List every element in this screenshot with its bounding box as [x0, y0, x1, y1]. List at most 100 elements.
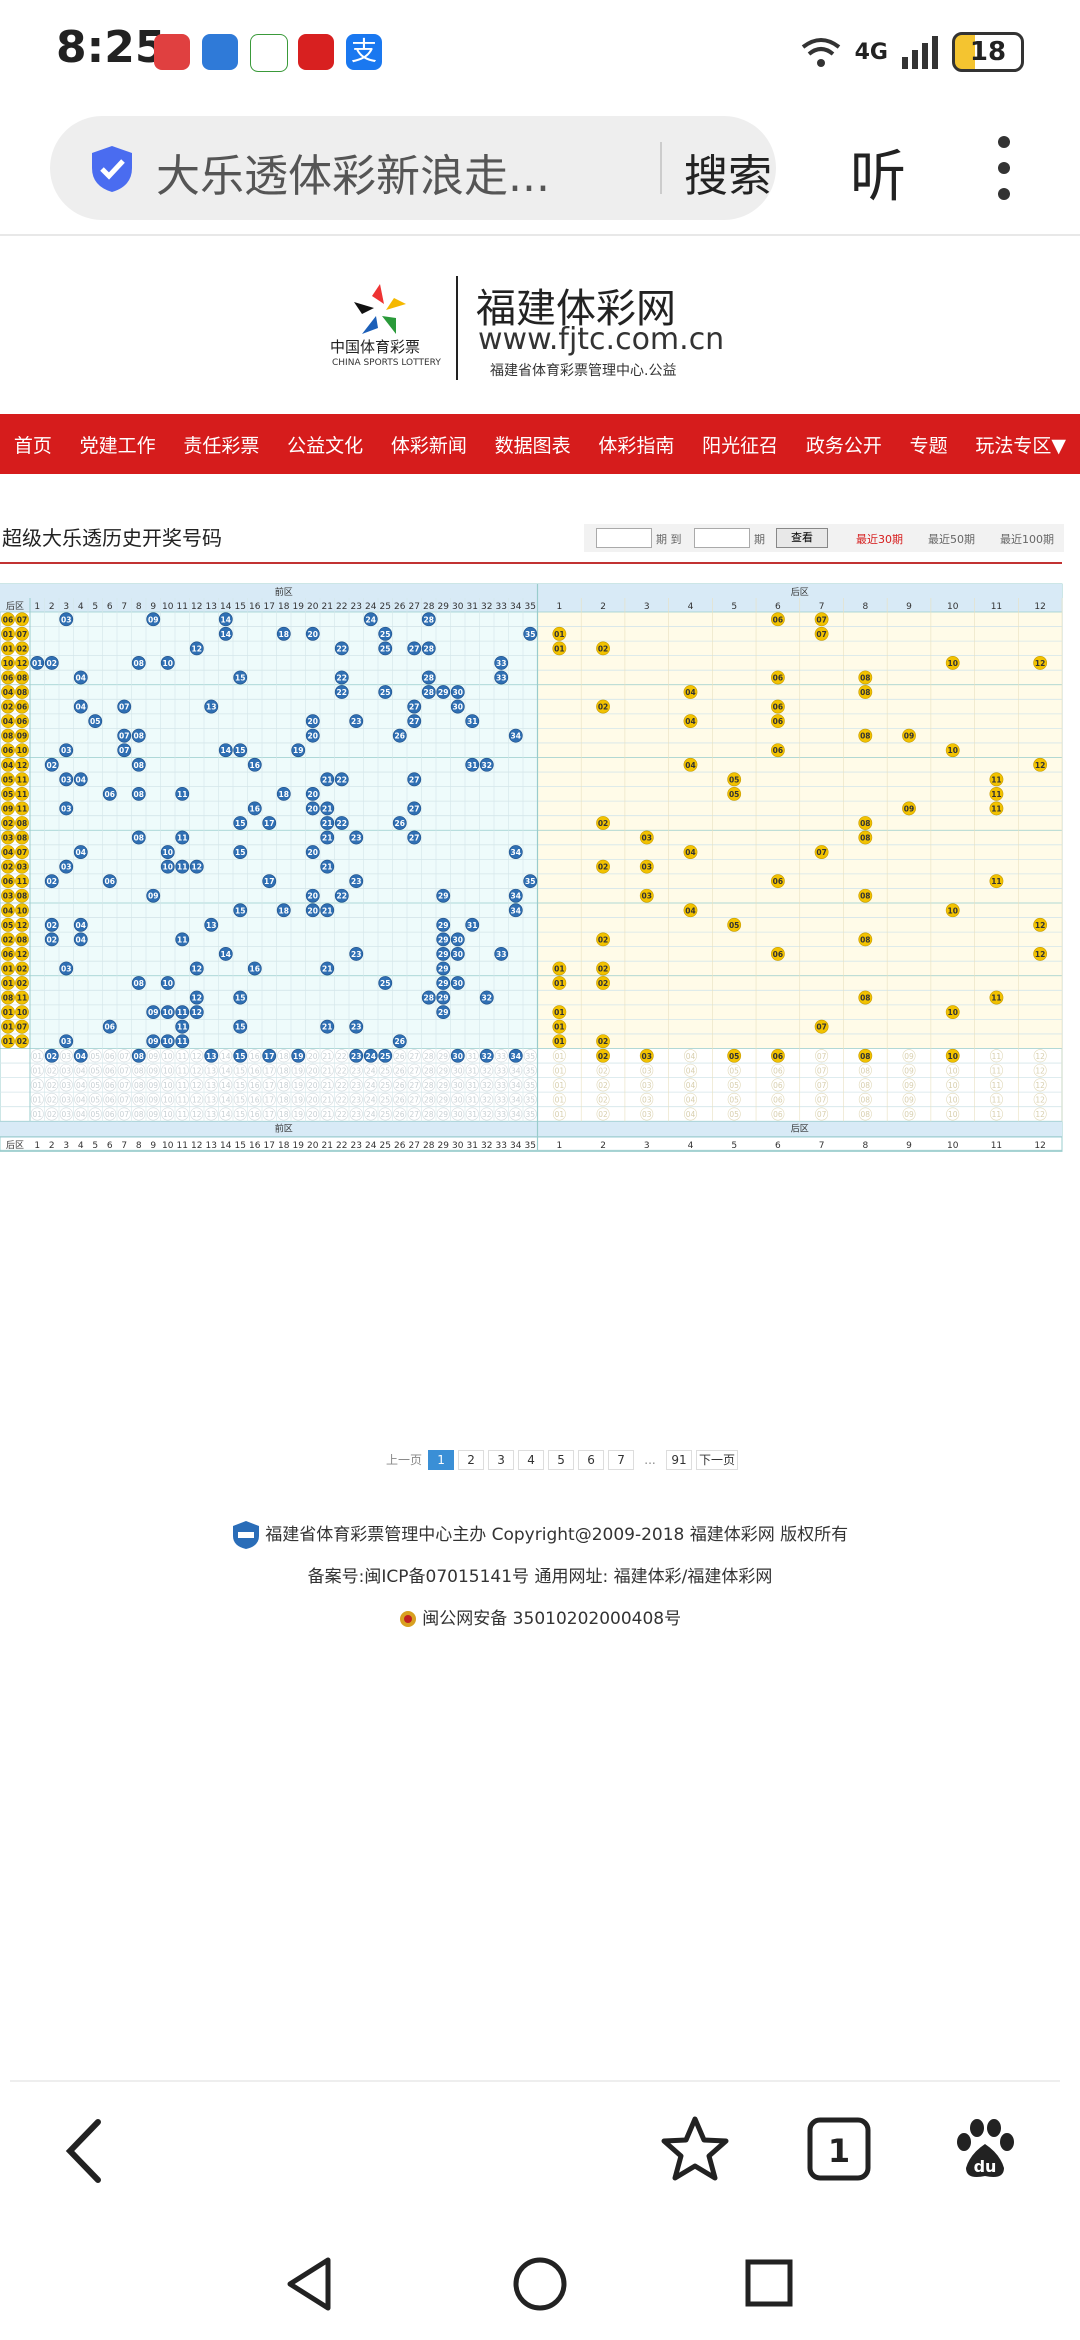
front-col-header: 17 [264, 1141, 275, 1151]
stat-front-num: 04 [76, 1081, 86, 1090]
row-back-ball-label: 11 [17, 877, 27, 886]
url-divider [660, 142, 662, 194]
front-ball-label: 26 [395, 1037, 405, 1046]
front-ball [436, 685, 451, 699]
front-ball-label: 14 [221, 630, 231, 639]
nav-item-9[interactable]: 专题 [909, 434, 948, 457]
back-ball-label: 08 [860, 819, 870, 828]
more-menu-icon[interactable] [992, 136, 1016, 200]
front-col-header: 1 [34, 602, 40, 612]
nav-item-3[interactable]: 公益文化 [287, 434, 364, 457]
front-col-header: 14 [220, 602, 232, 612]
nav-item-0[interactable]: 首页 [13, 434, 52, 457]
back-ball-label: 01 [554, 1023, 564, 1032]
front-ball [73, 845, 88, 859]
stat-front-cell [407, 1078, 421, 1092]
front-ball-label: 11 [177, 1008, 187, 1017]
stat-back-ball-label: 03 [642, 1052, 652, 1061]
front-ball-label: 09 [148, 1037, 158, 1046]
stat-front-cell [59, 1092, 73, 1106]
stat-front-ball-label: 04 [76, 1052, 86, 1061]
row-back-ball [15, 917, 29, 932]
star-icon[interactable] [660, 2114, 730, 2184]
front-ball-label: 20 [308, 848, 318, 857]
pager-page-4[interactable]: 4 [518, 1450, 545, 1470]
logo-cn: 中国体育彩票 [330, 338, 421, 356]
nav-item-2[interactable]: 责任彩票 [183, 434, 260, 457]
nav-back-icon[interactable] [284, 2256, 334, 2312]
pager-page-7[interactable]: 7 [608, 1450, 635, 1470]
search-button[interactable]: 搜索 [684, 151, 772, 202]
home-icon[interactable] [512, 2256, 568, 2312]
stat-back-cell [1033, 1107, 1047, 1121]
back-icon[interactable] [60, 2116, 110, 2186]
stat-front-cell [523, 1078, 537, 1092]
nav-item-10[interactable]: 玩法专区▼ [975, 434, 1066, 457]
stat-back-cell [552, 1063, 566, 1077]
status-bar: 8:25 支 4G 18 [0, 0, 1080, 104]
nav-item-1[interactable]: 党建工作 [79, 434, 156, 457]
front-ball [436, 932, 451, 947]
url-bar[interactable]: 大乐透体彩新浪走... 搜索 [50, 116, 776, 220]
stat-front-num: 03 [61, 1095, 71, 1104]
back-col-header: 3 [644, 602, 650, 612]
front-ball-label: 21 [322, 1023, 332, 1032]
back-ball-label: 08 [860, 892, 870, 901]
stat-front-cell [523, 1063, 537, 1077]
front-ball-label: 03 [61, 1037, 71, 1046]
stat-front-cell [74, 1063, 88, 1077]
front-ball [508, 728, 523, 743]
pager-page-6[interactable]: 6 [578, 1450, 605, 1470]
range-30-link[interactable]: 最近30期 [856, 533, 903, 546]
front-ball [131, 728, 146, 743]
front-ball [508, 845, 523, 859]
stat-front-num: 29 [438, 1110, 448, 1119]
pager-page-1[interactable]: 1 [428, 1450, 455, 1470]
recents-icon[interactable] [744, 2258, 794, 2308]
row-back-ball-label: 03 [3, 834, 13, 843]
front-ball-label: 23 [351, 717, 361, 726]
range-50-link[interactable]: 最近50期 [928, 533, 975, 546]
pager-next[interactable]: 下一页 [696, 1450, 739, 1470]
front-col-header: 17 [264, 602, 275, 612]
pager-prev[interactable]: 上一页 [386, 1453, 423, 1467]
nav-item-4[interactable]: 体彩新闻 [390, 434, 467, 457]
baidu-paw-icon[interactable]: du [950, 2114, 1020, 2184]
period-start-input[interactable] [596, 528, 652, 548]
pager-page-2[interactable]: 2 [458, 1450, 485, 1470]
stat-back-num: 10 [948, 1110, 958, 1119]
query-button[interactable]: 查看 [776, 528, 828, 548]
nav-item-6[interactable]: 体彩指南 [598, 434, 675, 457]
back-ball [770, 612, 785, 627]
front-col-header: 19 [293, 1141, 305, 1151]
listen-button[interactable]: 听 [850, 145, 906, 210]
tabs-icon[interactable]: 1 [806, 2116, 872, 2182]
front-ball [334, 641, 349, 656]
stat-front-cell [132, 1078, 146, 1092]
nav-item-7[interactable]: 阳光征召 [702, 434, 779, 457]
stat-back-cell [902, 1049, 916, 1063]
front-ball [334, 772, 349, 787]
front-ball [407, 772, 422, 787]
nav-item-8[interactable]: 政务公开 [805, 434, 882, 457]
url-text[interactable]: 大乐透体彩新浪走... [156, 151, 550, 202]
front-ball-label: 17 [264, 819, 274, 828]
site-logo[interactable]: 中国体育彩票 CHINA SPORTS LOTTERY 福建体彩网 www.fj… [330, 272, 724, 382]
pager-page-last[interactable]: 91 [666, 1450, 693, 1470]
front-ball-label: 28 [424, 688, 434, 697]
front-ball [233, 990, 248, 1005]
stat-back-num: 09 [904, 1066, 914, 1075]
nav-item-5[interactable]: 数据图表 [494, 434, 571, 457]
back-col-header: 11 [991, 1141, 1002, 1151]
front-ball [436, 917, 451, 932]
front-zone-label-bottom: 前区 [275, 1122, 293, 1134]
range-100-link[interactable]: 最近100期 [1000, 533, 1054, 546]
stat-front-num: 01 [32, 1095, 42, 1104]
front-ball-label: 01 [32, 659, 42, 668]
pager-page-3[interactable]: 3 [488, 1450, 515, 1470]
row-back-ball-label: 02 [17, 964, 27, 973]
back-ball-label: 10 [948, 906, 958, 915]
pager-page-5[interactable]: 5 [548, 1450, 575, 1470]
period-end-input[interactable] [694, 528, 750, 548]
stat-back-num: 04 [686, 1110, 696, 1119]
